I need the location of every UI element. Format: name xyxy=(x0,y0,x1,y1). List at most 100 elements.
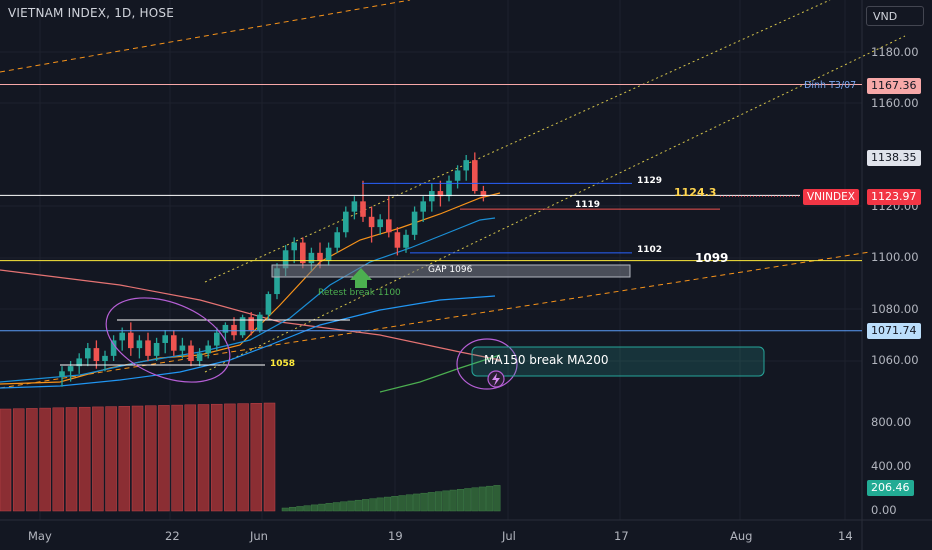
channel-dotted-upper xyxy=(204,0,831,283)
volume-bar xyxy=(281,507,289,512)
volume-bar xyxy=(263,402,276,512)
volume-bar xyxy=(398,495,406,512)
ma-break-box xyxy=(471,346,765,377)
volume-bar xyxy=(413,493,421,512)
volume-bar xyxy=(0,408,12,512)
dinh-label: Đỉnh T3/07 xyxy=(804,80,857,91)
volume-bar xyxy=(39,407,51,512)
volume-bar xyxy=(493,485,501,512)
volume-bar xyxy=(456,489,464,512)
volume-bar xyxy=(237,403,249,512)
candle-body xyxy=(257,314,263,331)
retest-arrow-icon xyxy=(350,268,372,288)
volume-bar xyxy=(347,500,355,512)
volume-bar xyxy=(158,405,170,512)
channel-dotted-lower xyxy=(204,35,906,373)
ma-break-label: MA150 break MA200 xyxy=(484,353,609,367)
symbol-tag: VNINDEX xyxy=(803,189,859,205)
candle-body xyxy=(188,345,194,361)
candle-body xyxy=(386,219,392,233)
dinh-price-tag: 1167.36 xyxy=(867,78,921,94)
y-tick: 0.00 xyxy=(871,503,897,517)
volume-bar xyxy=(144,405,157,512)
candle-body xyxy=(205,345,211,354)
volume-bar xyxy=(471,487,479,512)
volume-bar xyxy=(383,496,391,512)
currency-selector[interactable]: VND xyxy=(866,6,924,26)
candle-body xyxy=(67,366,74,372)
candle-body xyxy=(420,201,426,212)
candle-body xyxy=(196,353,203,361)
y-tick: 1080.00 xyxy=(871,302,919,316)
x-tick: 17 xyxy=(614,529,629,543)
volume-bar xyxy=(12,408,25,512)
volume-bar xyxy=(92,406,104,512)
volume-bar xyxy=(224,403,236,512)
candle-body xyxy=(325,247,332,261)
candle-body xyxy=(171,335,177,351)
label-1124: 1124.3 xyxy=(674,186,717,199)
candle-body xyxy=(76,358,82,367)
volume-bar xyxy=(420,492,428,512)
volume-bar xyxy=(391,496,399,512)
ma-cross-ellipse xyxy=(456,338,518,390)
volume-bar xyxy=(52,407,65,512)
volume-bar xyxy=(310,504,318,512)
volume-bar xyxy=(250,403,263,512)
candle-body xyxy=(274,268,280,295)
gap-label: GAP 1096 xyxy=(428,265,473,275)
candle-body xyxy=(85,348,91,359)
volume-bar xyxy=(318,503,326,512)
candle-body xyxy=(222,324,229,333)
volume-bar xyxy=(65,407,78,512)
volume-bar xyxy=(184,404,197,512)
volume-bar xyxy=(486,485,494,512)
candle-body xyxy=(162,335,168,343)
volume-tag: 206.46 xyxy=(867,480,914,496)
candle-body xyxy=(145,340,151,356)
volume-bar xyxy=(197,404,210,512)
candle-body xyxy=(119,332,125,341)
x-tick: May xyxy=(28,529,52,543)
candle-body xyxy=(334,232,340,248)
candle-body xyxy=(265,294,272,315)
ma-teal xyxy=(0,217,496,383)
candle-body xyxy=(317,252,323,261)
x-tick: Aug xyxy=(730,529,753,543)
ma-orange xyxy=(0,192,501,385)
ma-green xyxy=(379,354,501,393)
candle-body xyxy=(360,201,366,217)
volume-bar xyxy=(449,489,457,512)
volume-bar xyxy=(78,406,91,512)
y-tick: 1160.00 xyxy=(871,96,919,110)
chart-title: VIETNAM INDEX, 1D, HOSE xyxy=(8,6,174,20)
x-tick: 19 xyxy=(388,529,403,543)
ma-red xyxy=(0,269,501,361)
candle-body xyxy=(248,317,254,331)
volume-bar xyxy=(325,503,333,512)
volume-bar xyxy=(210,403,223,512)
candle-body xyxy=(480,191,487,197)
y-tick: 800.00 xyxy=(871,415,912,429)
candle-body xyxy=(153,342,160,356)
volume-bar xyxy=(332,502,340,512)
y-tick: 1180.00 xyxy=(871,45,919,59)
label-1099: 1099 xyxy=(695,251,729,265)
volume-bar xyxy=(369,498,377,512)
volume-bar xyxy=(442,490,450,512)
label-1119: 1119 xyxy=(575,200,601,210)
candle-body xyxy=(411,211,418,235)
y-tick: 400.00 xyxy=(871,459,912,473)
volume-bar xyxy=(289,506,297,512)
candle-body xyxy=(59,371,65,377)
volume-bar xyxy=(435,491,443,512)
volume-bar xyxy=(478,486,486,512)
candle-body xyxy=(291,242,297,251)
candle-body xyxy=(351,201,358,212)
x-tick: Jul xyxy=(502,529,516,543)
candle-body xyxy=(179,345,186,351)
high-price-tag: 1138.35 xyxy=(867,150,921,166)
candle-body xyxy=(377,219,383,228)
candle-body xyxy=(446,180,452,197)
